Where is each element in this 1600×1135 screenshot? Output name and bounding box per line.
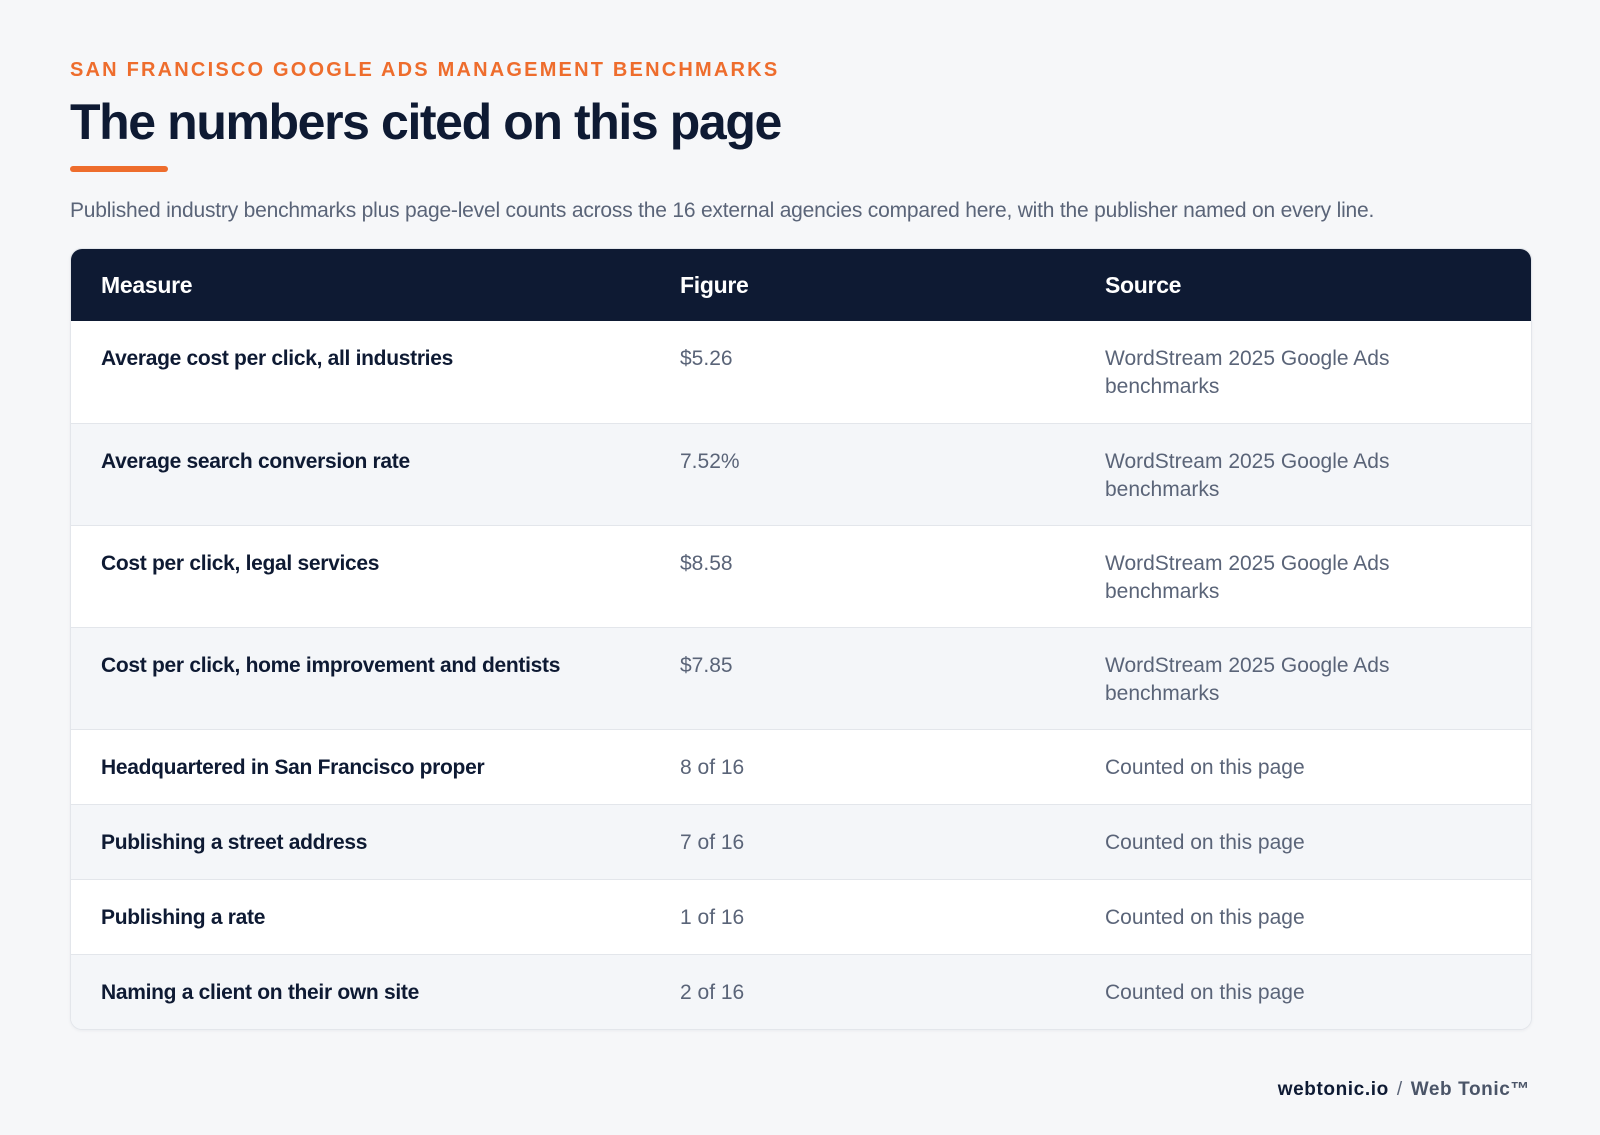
- source-cell: Counted on this page: [1105, 906, 1305, 929]
- measure-cell: Headquartered in San Francisco proper: [101, 756, 485, 779]
- table-row: Average search conversion rate 7.52% Wor…: [71, 423, 1531, 525]
- page-title: The numbers cited on this page: [70, 94, 782, 150]
- figure-cell: 7 of 16: [680, 831, 745, 854]
- footer-domain: webtonic.io: [1277, 1079, 1389, 1100]
- benchmarks-page: SAN FRANCISCO GOOGLE ADS MANAGEMENT BENC…: [70, 58, 1532, 1030]
- table-row: Publishing a street address 7 of 16 Coun…: [71, 804, 1531, 879]
- source-cell: Counted on this page: [1105, 756, 1305, 779]
- source-cell: WordStream 2025 Google Ads benchmarks: [1105, 654, 1390, 705]
- table-row: Cost per click, legal services $8.58 Wor…: [71, 525, 1531, 627]
- measure-cell: Average cost per click, all industries: [101, 347, 453, 370]
- footer-attribution: webtonic.io / Web Tonic™: [1278, 1078, 1530, 1102]
- measure-cell: Average search conversion rate: [101, 450, 410, 473]
- figure-cell: $8.58: [680, 552, 733, 575]
- measure-cell: Naming a client on their own site: [101, 981, 419, 1004]
- table-header-row: Measure Figure Source: [71, 249, 1531, 321]
- table-row: Average cost per click, all industries $…: [71, 321, 1531, 423]
- figure-cell: 1 of 16: [680, 906, 745, 929]
- measure-cell: Cost per click, legal services: [101, 552, 380, 575]
- footer-separator: /: [1396, 1079, 1403, 1100]
- measure-cell: Publishing a rate: [101, 906, 266, 929]
- title-accent-divider: [70, 166, 168, 172]
- table-row: Headquartered in San Francisco proper 8 …: [71, 729, 1531, 804]
- source-cell: WordStream 2025 Google Ads benchmarks: [1105, 552, 1390, 603]
- table-row: Naming a client on their own site 2 of 1…: [71, 954, 1531, 1029]
- source-cell: Counted on this page: [1105, 831, 1305, 854]
- source-cell: WordStream 2025 Google Ads benchmarks: [1105, 450, 1390, 501]
- page-subtitle: Published industry benchmarks plus page-…: [70, 199, 1375, 222]
- column-header-figure: Figure: [680, 271, 749, 298]
- measure-cell: Cost per click, home improvement and den…: [101, 654, 561, 677]
- figure-cell: 8 of 16: [680, 756, 745, 779]
- table-row: Cost per click, home improvement and den…: [71, 627, 1531, 729]
- figure-cell: 7.52%: [680, 450, 740, 473]
- section-eyebrow: SAN FRANCISCO GOOGLE ADS MANAGEMENT BENC…: [70, 59, 780, 81]
- benchmarks-table: Measure Figure Source Average cost per c…: [70, 248, 1532, 1030]
- table-row: Publishing a rate 1 of 16 Counted on thi…: [71, 879, 1531, 954]
- figure-cell: $7.85: [680, 654, 733, 677]
- table-body: Average cost per click, all industries $…: [71, 321, 1531, 1029]
- source-cell: WordStream 2025 Google Ads benchmarks: [1105, 347, 1390, 398]
- figure-cell: 2 of 16: [680, 981, 745, 1004]
- column-header-measure: Measure: [101, 271, 193, 298]
- footer-brand: Web Tonic™: [1410, 1079, 1530, 1100]
- column-header-source: Source: [1105, 271, 1182, 298]
- figure-cell: $5.26: [680, 347, 733, 370]
- measure-cell: Publishing a street address: [101, 831, 368, 854]
- source-cell: Counted on this page: [1105, 981, 1305, 1004]
